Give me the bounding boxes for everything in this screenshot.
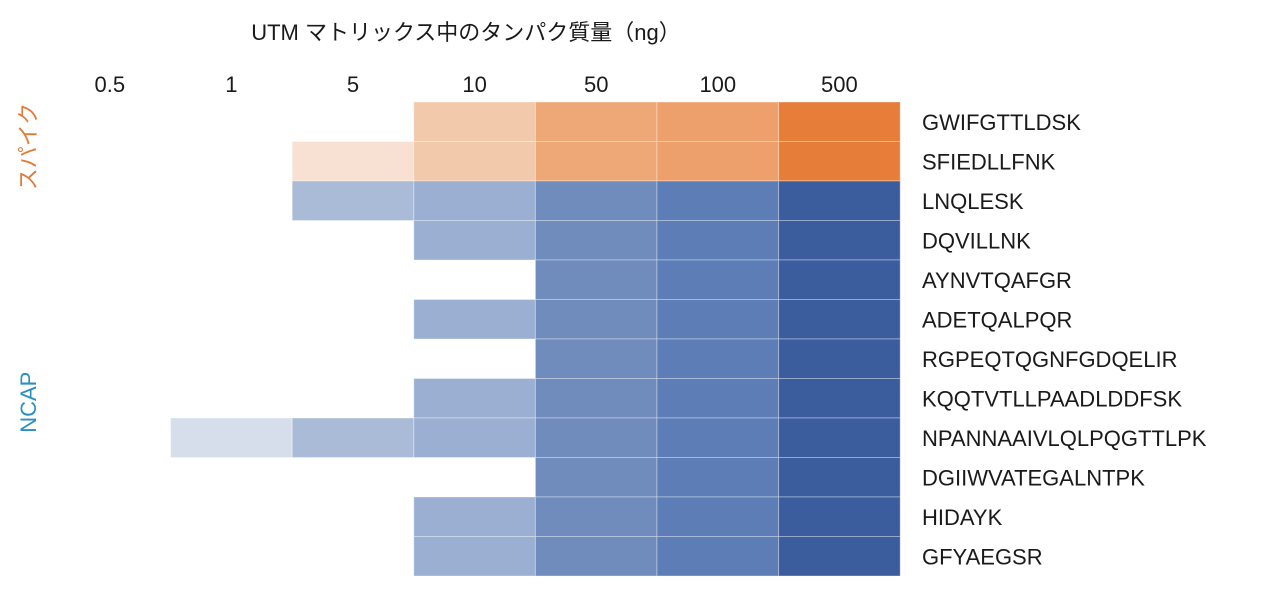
- column-label: 5: [347, 72, 359, 97]
- heatmap-cell: [656, 536, 780, 577]
- heatmap-cell: [413, 417, 536, 458]
- row-label: DQVILLNK: [922, 228, 1031, 253]
- heatmap-cell: [413, 141, 536, 182]
- heatmap-cell: [778, 536, 901, 577]
- heatmap-cell: [778, 378, 901, 419]
- chart-title: UTM マトリックス中のタンパク質量（ng）: [251, 20, 681, 45]
- heatmap-cell: [656, 299, 780, 340]
- heatmap-cell: [534, 101, 658, 142]
- row-labels: GWIFGTTLDSK SFIEDLLFNK LNQLESK DQVILLNK AYNV…: [922, 110, 1207, 570]
- row-label: KQQTVTLLPAADLDDFSK: [922, 386, 1182, 411]
- heatmap-cell: [413, 220, 536, 261]
- heatmap-cell: [413, 180, 536, 221]
- row-label: ADETQALPQR: [922, 307, 1072, 332]
- row-label: DGIIWVATEGALNTPK: [922, 465, 1145, 490]
- column-label: 1: [225, 72, 237, 97]
- heatmap-cell: [413, 378, 536, 419]
- heatmap-cell: [656, 259, 780, 300]
- heatmap-cell: [534, 417, 658, 458]
- heatmap-cell: [534, 536, 658, 577]
- column-label: 100: [699, 72, 736, 97]
- heatmap-cell: [778, 496, 901, 537]
- group-label: NCAP: [16, 372, 41, 433]
- heatmap-cell: [778, 457, 901, 498]
- row-label: LNQLESK: [922, 189, 1024, 214]
- heatmap-cell: [534, 457, 658, 498]
- heatmap-cell: [534, 496, 658, 537]
- heatmap-cell: [534, 141, 658, 182]
- column-label: 50: [584, 72, 608, 97]
- heatmap-cell: [534, 299, 658, 340]
- group-label: スパイク: [16, 103, 41, 191]
- row-label: AYNVTQAFGR: [922, 268, 1072, 293]
- column-label: 0.5: [95, 72, 126, 97]
- heatmap-cell: [656, 180, 780, 221]
- heatmap-cell: [656, 141, 780, 182]
- heatmap-cell: [534, 338, 658, 379]
- heatmap-cell: [656, 378, 780, 419]
- heatmap-cell: [656, 457, 780, 498]
- heatmap-cell: [413, 101, 536, 142]
- heatmap-cell: [413, 299, 536, 340]
- heatmap-cell: [656, 338, 780, 379]
- group-labels: スパイク NCAP: [16, 103, 41, 433]
- heatmap-cell: [291, 141, 415, 182]
- column-labels: 0.5 1 5 10 50 100 500: [95, 72, 858, 97]
- heatmap-cell: [413, 496, 536, 537]
- heatmap-cell: [778, 338, 901, 379]
- heatmap-cell: [656, 496, 780, 537]
- heatmap-cell: [291, 180, 415, 221]
- heatmap-cell: [170, 417, 293, 458]
- column-label: 10: [462, 72, 486, 97]
- heatmap-cell: [778, 180, 901, 221]
- row-label: NPANNAAIVLQLPQGTTLPK: [922, 426, 1207, 451]
- heatmap-cell: [534, 220, 658, 261]
- heatmap-cell: [534, 180, 658, 221]
- column-label: 500: [821, 72, 858, 97]
- heatmap-cell: [778, 141, 901, 182]
- heatmap-cell: [778, 259, 901, 300]
- heatmap-cell: [656, 417, 780, 458]
- heatmap-cell: [778, 299, 901, 340]
- row-label: SFIEDLLFNK: [922, 149, 1056, 174]
- row-label: HIDAYK: [922, 505, 1003, 530]
- heatmap-cells: [170, 101, 901, 577]
- heatmap-cell: [291, 417, 415, 458]
- heatmap-cell: [778, 220, 901, 261]
- row-label: GWIFGTTLDSK: [922, 110, 1081, 135]
- heatmap-cell: [534, 259, 658, 300]
- heatmap-cell: [656, 101, 780, 142]
- row-label: GFYAEGSR: [922, 544, 1043, 569]
- heatmap-cell: [778, 417, 901, 458]
- row-label: RGPEQTQGNFGDQELIR: [922, 347, 1177, 372]
- heatmap-cell: [656, 220, 780, 261]
- heatmap-cell: [413, 536, 536, 577]
- heatmap-cell: [534, 378, 658, 419]
- heatmap-cell: [778, 101, 901, 142]
